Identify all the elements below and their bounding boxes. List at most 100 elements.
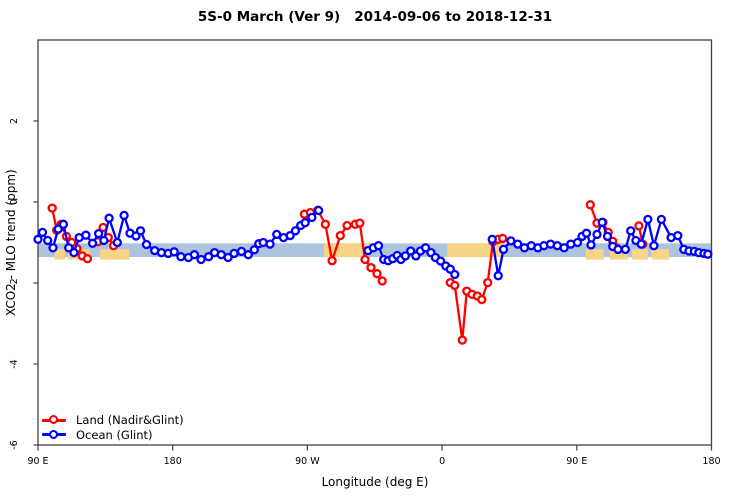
series-point-1	[69, 247, 79, 258]
legend-item-land: Land (Nadir&Glint)	[42, 413, 184, 428]
series-point-1	[300, 218, 310, 228]
map-band-land	[609, 249, 628, 260]
series-point-1	[43, 235, 53, 246]
map-band-land	[585, 249, 604, 260]
series-point-1	[37, 227, 48, 238]
series-point-0	[366, 262, 376, 273]
series-point-0	[342, 220, 352, 231]
series-point-1	[313, 205, 324, 216]
series-point-1	[643, 214, 653, 225]
series-point-1	[196, 254, 206, 265]
map-band-land	[100, 249, 130, 260]
series-point-0	[335, 230, 345, 241]
legend: Land (Nadir&Glint) Ocean (Glint)	[42, 413, 184, 442]
series-point-1	[203, 252, 214, 262]
series-point-1	[81, 230, 91, 240]
series-point-1	[87, 238, 98, 248]
y-tick-label: 2	[9, 118, 20, 124]
series-point-1	[141, 239, 152, 250]
y-tick-label: -2	[9, 278, 20, 287]
series-point-0	[477, 294, 487, 305]
x-axis-label: Longitude (deg E)	[321, 475, 429, 489]
y-tick-label: 0	[9, 199, 20, 205]
y-tick-label: -6	[9, 440, 20, 449]
chart-title: 5S-0 March (Ver 9) 2014-09-06 to 2018-12…	[197, 9, 553, 25]
map-band-land	[632, 249, 648, 260]
series-point-1	[703, 249, 713, 259]
series-point-1	[223, 252, 233, 263]
series-point-0	[355, 218, 365, 228]
map-band-land	[54, 249, 65, 260]
series-point-1	[487, 234, 497, 244]
series-point-1	[58, 219, 69, 229]
series-point-0	[634, 221, 644, 231]
series-point-1	[249, 245, 259, 255]
map-band-land	[651, 249, 669, 260]
series-point-1	[493, 271, 503, 281]
y-tick-label: -4	[9, 359, 20, 368]
series-point-0	[327, 256, 337, 266]
series-point-1	[236, 246, 247, 257]
series-point-1	[649, 241, 659, 251]
series-point-0	[360, 254, 370, 265]
series-point-1	[135, 226, 146, 236]
series-point-1	[673, 230, 683, 241]
series-point-1	[243, 250, 253, 260]
series-point-1	[636, 239, 646, 249]
ocean-series-marker-icon	[42, 429, 66, 440]
series-point-0	[47, 203, 57, 213]
series-point-1	[400, 251, 411, 261]
series-point-0	[457, 335, 467, 345]
series-point-1	[656, 214, 667, 225]
series-point-1	[104, 213, 114, 223]
land-series-marker-icon	[42, 415, 66, 425]
map-band-land	[447, 243, 502, 258]
series-point-1	[592, 229, 602, 240]
x-tick-label: 90 E	[27, 456, 48, 467]
series-point-1	[450, 269, 460, 280]
series-point-1	[559, 243, 569, 253]
series-point-1	[119, 210, 129, 221]
series-point-1	[265, 239, 275, 249]
series-point-0	[450, 280, 460, 291]
series-point-1	[373, 241, 384, 251]
series-point-0	[320, 219, 331, 229]
x-tick-label: 0	[439, 456, 445, 467]
series-point-1	[420, 243, 431, 253]
x-tick-label: 180	[164, 456, 182, 467]
legend-label-ocean: Ocean (Glint)	[76, 427, 153, 442]
x-tick-label: 90 W	[295, 456, 320, 467]
series-point-0	[585, 200, 595, 210]
series-point-1	[498, 244, 509, 255]
legend-item-ocean: Ocean (Glint)	[42, 428, 184, 443]
series-point-1	[169, 247, 179, 257]
series-point-1	[189, 250, 200, 260]
series-point-1	[406, 246, 416, 256]
series-point-1	[572, 237, 583, 248]
series-point-1	[586, 240, 596, 250]
series-point-0	[82, 254, 93, 264]
series-point-1	[229, 248, 239, 259]
series-point-1	[581, 228, 592, 238]
series-point-0	[377, 276, 387, 286]
series-point-1	[176, 252, 186, 262]
x-tick-label: 90 E	[566, 456, 587, 467]
series-point-1	[602, 231, 613, 242]
series-point-0	[498, 233, 508, 244]
series-point-0	[372, 269, 382, 279]
series-point-1	[597, 217, 607, 227]
series-point-1	[33, 234, 43, 244]
legend-label-land: Land (Nadir&Glint)	[76, 413, 184, 428]
series-point-1	[112, 237, 122, 248]
series-point-0	[483, 277, 493, 288]
series-point-1	[93, 228, 104, 239]
series-point-1	[48, 243, 58, 253]
series-point-1	[620, 244, 631, 255]
series-point-1	[99, 235, 109, 246]
series-point-1	[435, 256, 446, 266]
series-point-1	[626, 226, 636, 236]
series-point-1	[307, 212, 317, 223]
series-point-1	[613, 244, 623, 255]
